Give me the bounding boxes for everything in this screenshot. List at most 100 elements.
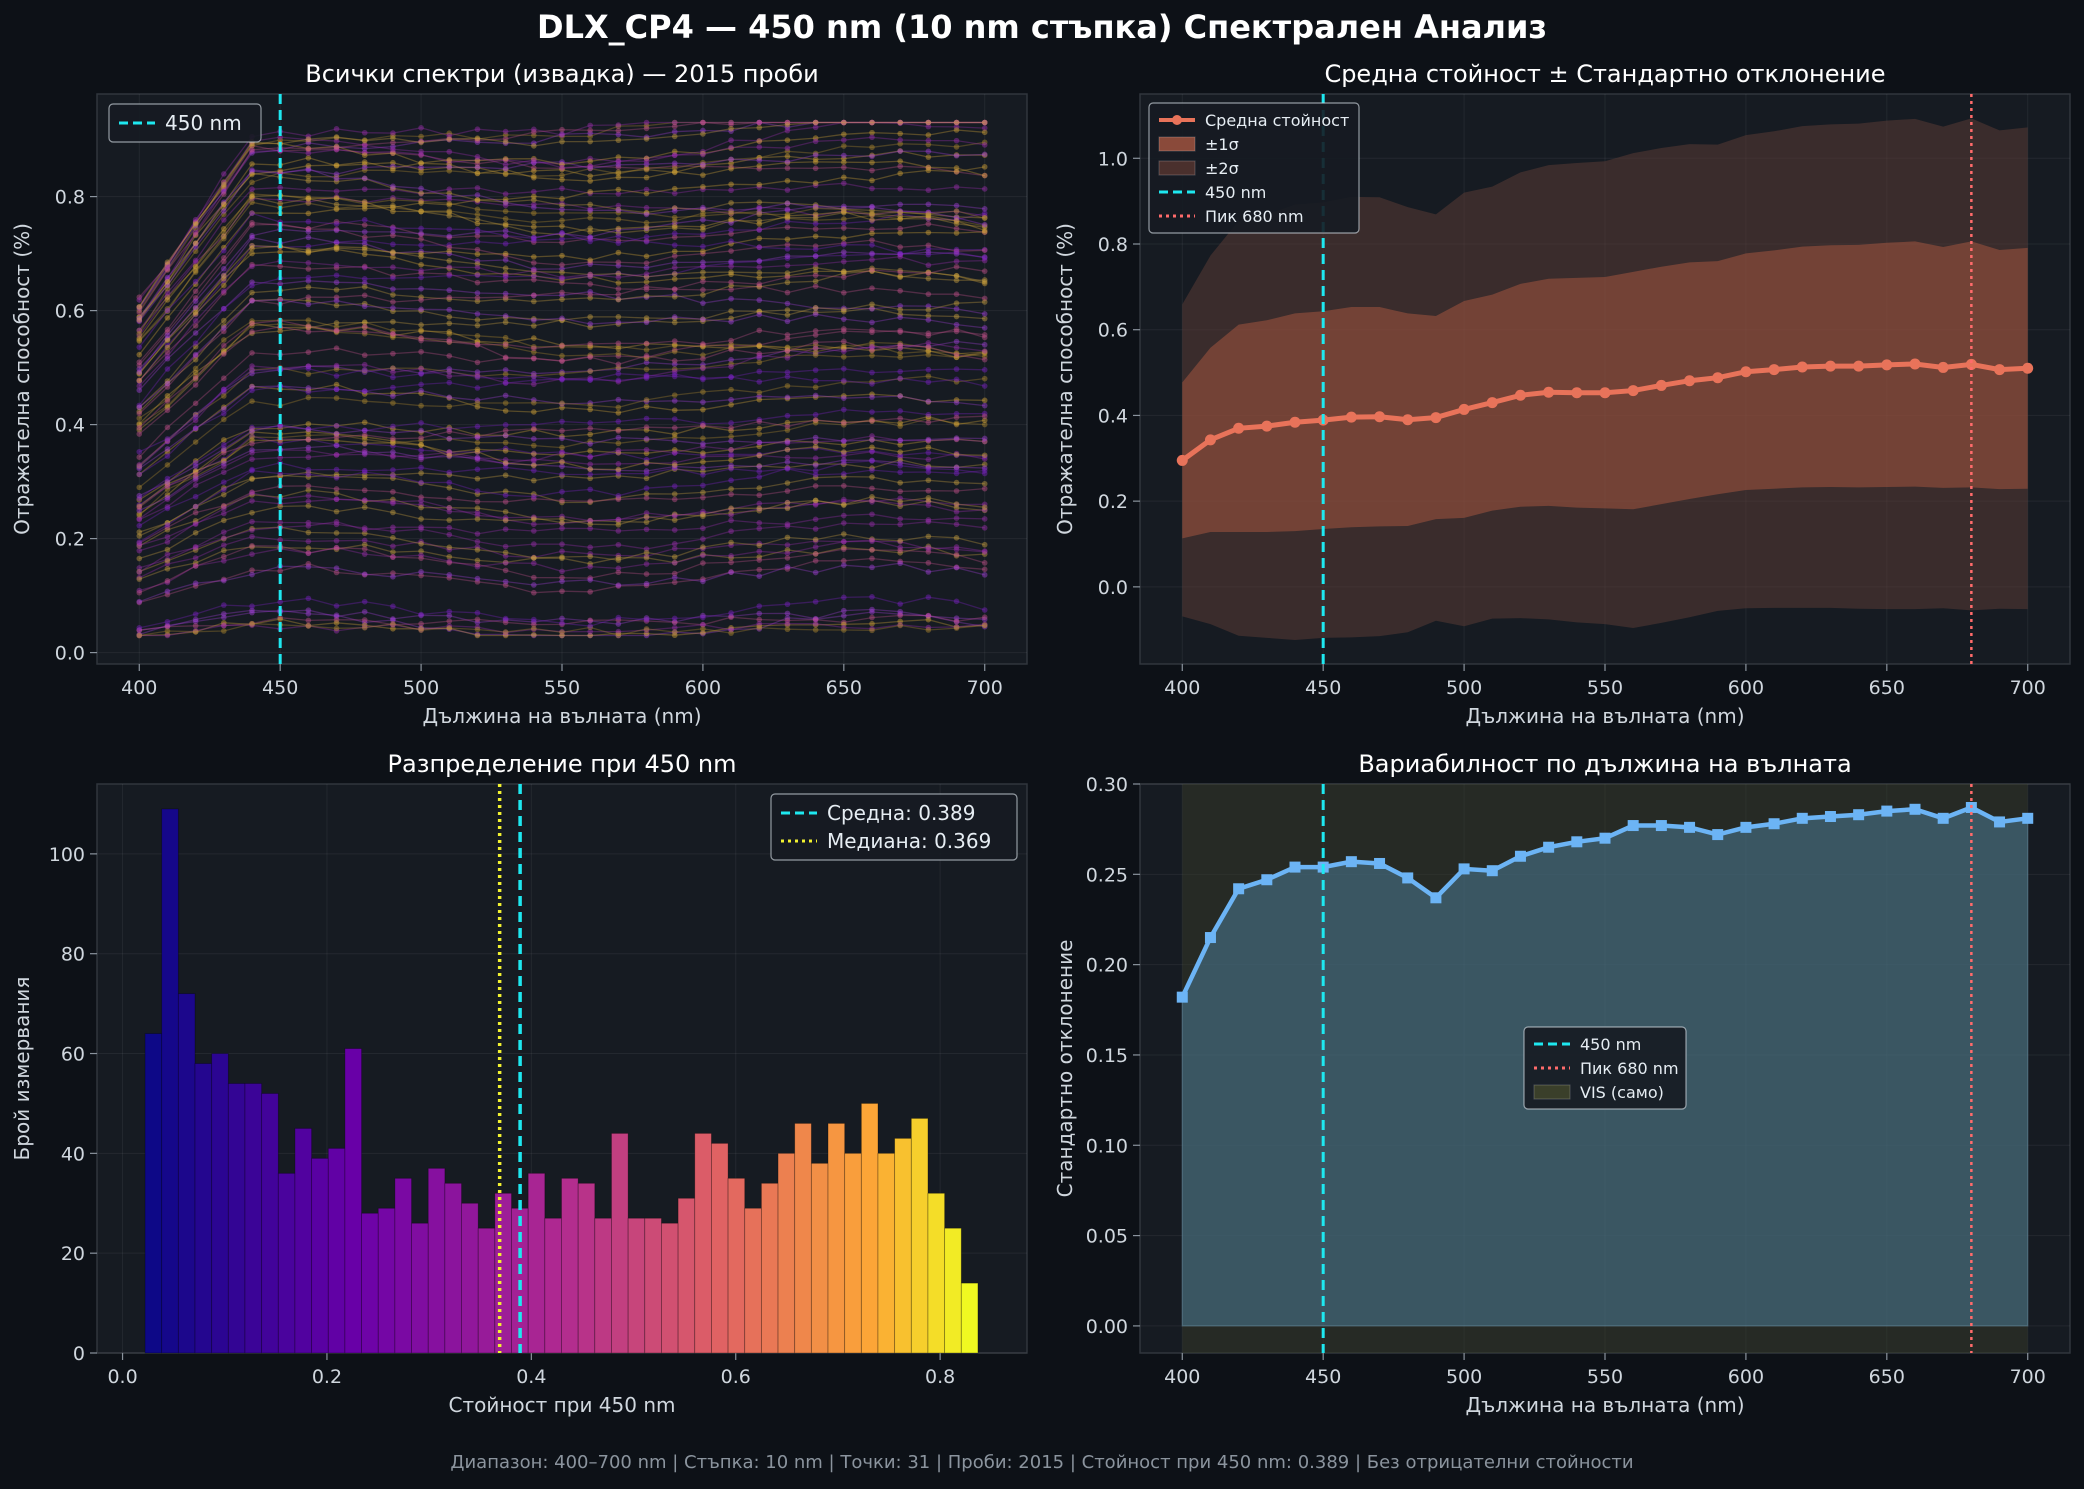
spectrum-point	[671, 293, 678, 300]
legend-box	[108, 103, 262, 143]
spectrum-point	[502, 272, 509, 279]
spectrum-point	[164, 632, 171, 639]
spectrum-point	[390, 603, 396, 610]
spectrum-point	[953, 436, 960, 443]
spectrum-point	[925, 533, 932, 540]
spectrum-point	[925, 249, 932, 255]
spectrum-point	[136, 327, 143, 334]
spectrum-point	[361, 388, 368, 395]
spectrum-line	[138, 264, 985, 381]
spectrum-point	[869, 134, 875, 141]
hist-bar	[311, 1157, 329, 1354]
spectrum-point	[305, 145, 312, 152]
spectrum-point	[559, 132, 565, 138]
spectrum-point	[390, 299, 396, 305]
spectrum-point	[249, 146, 255, 153]
spectrum-point	[897, 495, 903, 502]
spectrum-point	[249, 191, 255, 197]
std-marker	[1824, 811, 1836, 823]
spectrum-point	[869, 119, 875, 126]
spectrum-point	[925, 262, 932, 269]
spectrum-point	[361, 137, 368, 144]
spectrum-point	[361, 329, 368, 335]
spectrum-point	[643, 561, 650, 567]
spectrum-point	[164, 565, 171, 572]
spectrum-point	[925, 275, 932, 282]
spectrum-point	[953, 165, 960, 171]
spectrum-point	[869, 237, 875, 243]
spectrum-point	[390, 197, 396, 203]
spectrum-point	[841, 307, 847, 313]
spectrum-point	[192, 244, 199, 250]
spectrum-point	[671, 447, 678, 453]
spectrum-point	[756, 616, 763, 623]
spectrum-point	[305, 623, 312, 629]
spectrum-point	[333, 201, 340, 208]
spectrum-point	[531, 155, 537, 162]
spectrum-point	[728, 208, 734, 215]
spectrum-point	[390, 452, 396, 459]
spectrum-point	[559, 279, 565, 286]
std-marker	[1768, 818, 1780, 830]
spectrum-point	[446, 379, 453, 386]
spectrum-point	[136, 371, 143, 377]
spectrum-point	[446, 320, 453, 327]
spectrum-point	[925, 464, 932, 471]
spectrum-point	[812, 264, 819, 271]
spectrum-point	[333, 625, 340, 632]
x-tick-label: 700	[2010, 1366, 2046, 1388]
spectrum-point	[531, 626, 537, 633]
spectrum-point	[615, 259, 622, 266]
spectrum-point	[643, 161, 650, 168]
hist-bar	[177, 993, 196, 1354]
spectrum-point	[390, 165, 396, 172]
spectrum-point	[671, 358, 678, 364]
hist-bar	[394, 1177, 412, 1354]
spectrum-point	[446, 250, 453, 257]
spectrum-point	[812, 214, 819, 221]
spectrum-point	[418, 306, 424, 313]
spectrum-point	[333, 327, 340, 334]
spectrum-point	[474, 439, 481, 446]
spectrum-point	[446, 331, 453, 337]
spectrum-point	[756, 557, 763, 563]
spectrum-point	[728, 555, 734, 561]
spectrum-point	[615, 343, 622, 350]
spectrum-point	[333, 473, 340, 480]
spectrum-point	[700, 278, 706, 285]
spectrum-point	[164, 262, 171, 268]
spectrum-point	[390, 334, 396, 341]
spectrum-point	[446, 336, 453, 343]
legend-label: ±2σ	[1205, 159, 1239, 178]
spectrum-point	[221, 282, 227, 289]
spectrum-point	[531, 421, 537, 428]
spectrum-point	[361, 137, 368, 143]
spectrum-point	[192, 504, 199, 510]
spectrum-point	[361, 159, 368, 165]
spectrum-line	[139, 557, 985, 604]
spectrum-point	[221, 244, 227, 251]
spectrum-point	[221, 265, 227, 272]
spectrum-point	[446, 248, 453, 254]
spectrum-point	[953, 169, 960, 175]
spectrum-point	[333, 227, 340, 234]
spectrum-point	[474, 199, 481, 205]
spectrum-point	[671, 271, 678, 277]
spectrum-point	[249, 571, 255, 578]
spectrum-point	[249, 509, 255, 516]
spectrum-point	[502, 498, 509, 505]
spectrum-point	[841, 354, 847, 360]
spectrum-point	[446, 403, 453, 410]
spectrum-point	[841, 544, 847, 551]
spectrum-point	[390, 472, 396, 478]
spectrum-point	[277, 137, 283, 143]
spectrum-point	[390, 139, 396, 146]
spectrum-point	[643, 158, 650, 165]
spectrum-point	[446, 449, 453, 456]
spectrum-point	[784, 119, 791, 126]
y-tick-label: 0.6	[1098, 320, 1128, 342]
spectrum-point	[361, 571, 368, 577]
spectrum-point	[361, 388, 368, 394]
spectrum-point	[587, 518, 593, 525]
spectrum-point	[221, 456, 227, 463]
